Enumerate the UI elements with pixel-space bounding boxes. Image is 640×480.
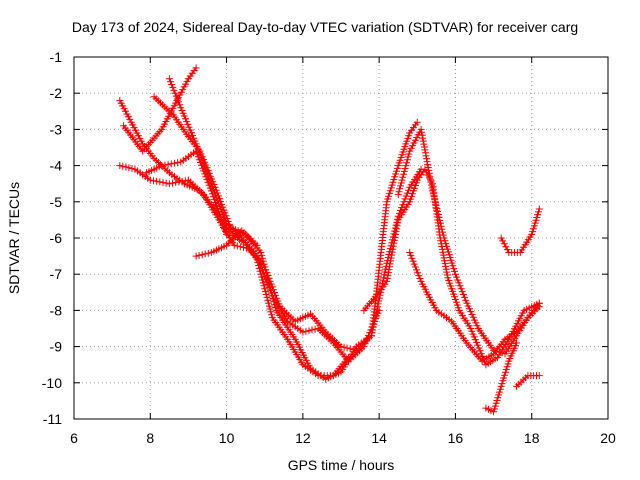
x-tick-label: 8 xyxy=(146,430,154,446)
series-points xyxy=(497,205,543,256)
series-trace-13 xyxy=(497,205,543,256)
data-series xyxy=(116,64,543,416)
series-points xyxy=(482,339,520,416)
y-tick-label: -3 xyxy=(50,121,63,137)
series-trace-9 xyxy=(394,125,543,358)
series-trace-11 xyxy=(482,339,520,416)
y-tick-label: -9 xyxy=(50,339,63,355)
series-points xyxy=(406,249,543,365)
series-trace-1 xyxy=(120,64,200,155)
y-axis-label: SDTVAR / TECUs xyxy=(6,182,22,294)
y-tick-label: -11 xyxy=(43,411,62,427)
y-tick-label: -5 xyxy=(50,194,63,210)
y-tick-label: -7 xyxy=(50,266,63,282)
x-tick-label: 6 xyxy=(70,430,78,446)
series-trace-10 xyxy=(406,249,543,365)
x-tick-label: 10 xyxy=(219,430,235,446)
x-axis-label: GPS time / hours xyxy=(288,457,395,473)
series-points xyxy=(513,372,543,390)
y-tick-label: -4 xyxy=(50,158,63,174)
chart-title: Day 173 of 2024, Sidereal Day-to-day VTE… xyxy=(72,19,578,35)
series-trace-7 xyxy=(192,227,261,260)
series-trace-8 xyxy=(360,165,543,369)
y-tick-label: -2 xyxy=(50,85,63,101)
series-trace-6 xyxy=(143,147,353,380)
x-tick-label: 12 xyxy=(295,430,311,446)
y-tick-label: -6 xyxy=(50,230,63,246)
y-tick-label: -1 xyxy=(50,49,63,65)
series-points xyxy=(143,147,353,380)
y-tick-labels: -11 -10 -9 -8 -7 -6 -5 -4 -3 -2 -1 xyxy=(42,49,62,427)
series-points xyxy=(120,64,200,155)
x-tick-label: 20 xyxy=(600,430,616,446)
x-tick-labels: 6 8 10 12 14 16 18 20 xyxy=(70,430,616,446)
y-tick-label: -8 xyxy=(50,302,63,318)
y-tick-label: -10 xyxy=(42,375,62,391)
x-tick-label: 14 xyxy=(371,430,387,446)
axis-ticks xyxy=(73,56,609,420)
x-tick-label: 18 xyxy=(524,430,540,446)
series-points xyxy=(394,125,543,358)
series-points xyxy=(192,227,261,260)
x-tick-label: 16 xyxy=(448,430,464,446)
series-trace-12 xyxy=(513,372,543,390)
